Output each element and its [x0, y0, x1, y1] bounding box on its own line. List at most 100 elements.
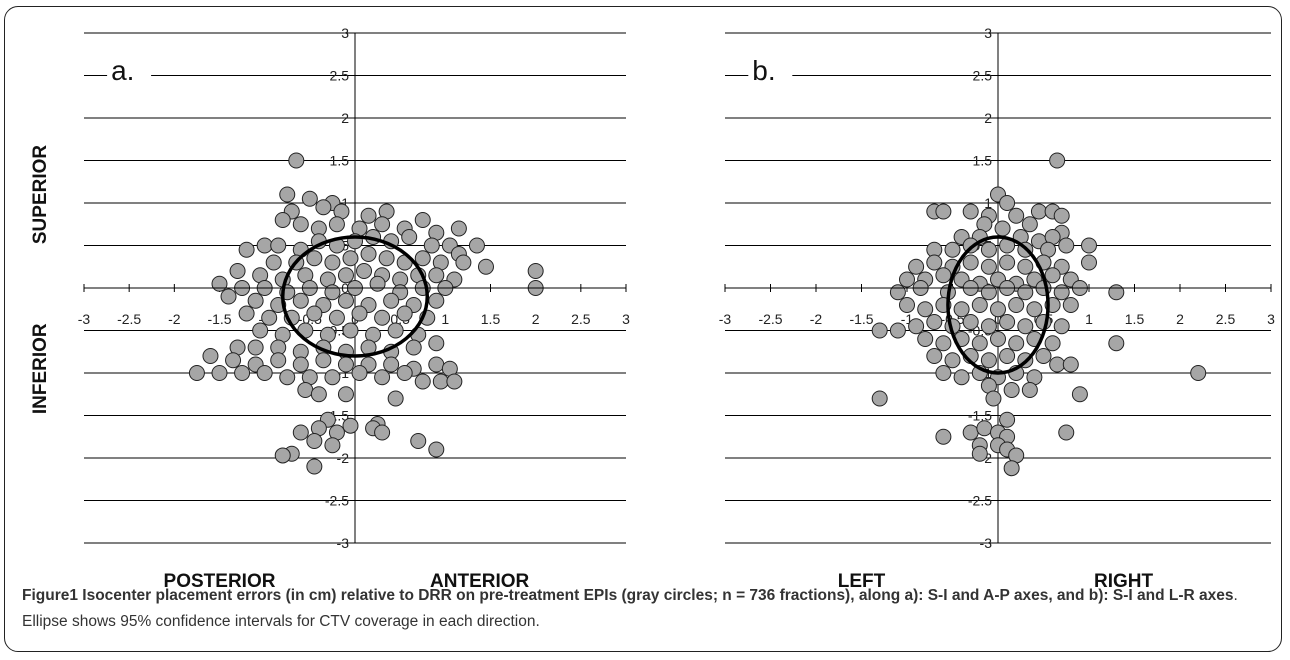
x-tick-label: 2 [1176, 311, 1184, 327]
x-direction-label-left: LEFT [838, 571, 886, 592]
data-point [211, 275, 228, 292]
figure-caption: Figure1 Isocenter placement errors (in c… [22, 583, 1272, 635]
data-point [202, 348, 219, 364]
y-tick-label: 2.5 [330, 68, 350, 84]
data-point [962, 254, 979, 271]
data-point [1021, 216, 1038, 233]
data-point [980, 352, 997, 369]
x-tick-label: -3 [719, 311, 732, 327]
data-point [374, 369, 391, 386]
data-point [908, 258, 925, 275]
data-point [396, 305, 413, 322]
data-point [383, 356, 400, 373]
data-point [926, 348, 943, 364]
data-point [953, 301, 970, 318]
data-point [279, 369, 296, 386]
chart-panel-b: 32.521.510.50-0.5-1-1.5-2-2.5-3-3-2.5-2-… [719, 25, 1275, 592]
data-point [252, 322, 269, 339]
data-point [279, 186, 296, 203]
data-point [1108, 335, 1125, 352]
data-point [1003, 382, 1020, 398]
data-point [351, 365, 368, 381]
y-tick-label: -2.5 [968, 493, 992, 509]
data-point [238, 241, 255, 258]
y-tick-label: -3 [980, 535, 993, 551]
data-point [953, 369, 970, 386]
data-point [962, 203, 979, 220]
data-point [999, 195, 1016, 211]
data-point [306, 250, 323, 267]
data-point [428, 356, 445, 373]
data-point [1008, 207, 1025, 224]
data-point [962, 424, 979, 441]
data-point [423, 237, 440, 254]
data-point [414, 212, 431, 228]
data-point [899, 297, 915, 313]
panel-label-bg [107, 51, 152, 88]
data-point [871, 390, 888, 407]
data-point [917, 331, 934, 347]
data-point [1053, 318, 1070, 335]
data-point [450, 220, 467, 237]
data-point [256, 237, 273, 254]
data-point [1017, 318, 1034, 335]
y-tick-label: 1.5 [330, 153, 350, 169]
data-point [976, 420, 993, 437]
data-point [297, 382, 314, 398]
y-direction-label-top: SUPERIOR [30, 145, 51, 245]
data-point [328, 216, 345, 233]
x-tick-label: 3 [1267, 311, 1275, 327]
data-point [324, 369, 341, 386]
data-point [369, 275, 386, 292]
data-point [356, 263, 373, 279]
data-point [310, 386, 327, 403]
data-point [270, 237, 287, 254]
data-point [1030, 203, 1047, 220]
data-point [468, 237, 485, 254]
data-point [428, 292, 445, 309]
data-point [360, 246, 377, 262]
data-point [1081, 237, 1097, 254]
data-point [935, 335, 952, 352]
panel-label: b. [752, 55, 775, 86]
data-point [908, 318, 925, 335]
data-point [234, 365, 251, 381]
data-point [944, 352, 961, 369]
data-point [396, 365, 413, 381]
data-point [1049, 356, 1066, 373]
data-point [980, 318, 997, 335]
data-point [1053, 207, 1070, 224]
data-point [387, 390, 404, 407]
data-point [980, 284, 997, 301]
x-tick-label: 3 [622, 311, 630, 327]
data-point [980, 258, 997, 275]
data-point [994, 220, 1011, 237]
data-point [935, 267, 952, 284]
data-point [378, 250, 395, 267]
data-point [292, 216, 309, 233]
data-point [270, 352, 287, 369]
chart-panel-a: 32.521.510.50-0.5-1-1.5-2-2.5-3-3-2.5-2-… [30, 25, 630, 592]
data-point [971, 297, 988, 313]
data-point [315, 199, 332, 216]
data-point [1108, 284, 1125, 301]
data-point [999, 254, 1016, 271]
y-tick-label: 3 [984, 25, 992, 41]
y-tick-label: -3 [337, 535, 350, 551]
data-point [1008, 335, 1025, 352]
data-point [324, 284, 341, 301]
data-point [899, 271, 915, 288]
data-point [374, 424, 391, 441]
data-point [971, 445, 988, 462]
data-point [337, 386, 354, 403]
x-direction-label-right: RIGHT [1094, 571, 1154, 592]
data-point [1035, 348, 1052, 364]
data-point [292, 292, 309, 309]
data-point [306, 458, 323, 475]
y-tick-label: 3 [341, 25, 349, 41]
data-point [383, 292, 400, 309]
y-direction-label-bottom: INFERIOR [30, 323, 51, 414]
data-point [990, 301, 1006, 318]
data-point [410, 433, 427, 449]
